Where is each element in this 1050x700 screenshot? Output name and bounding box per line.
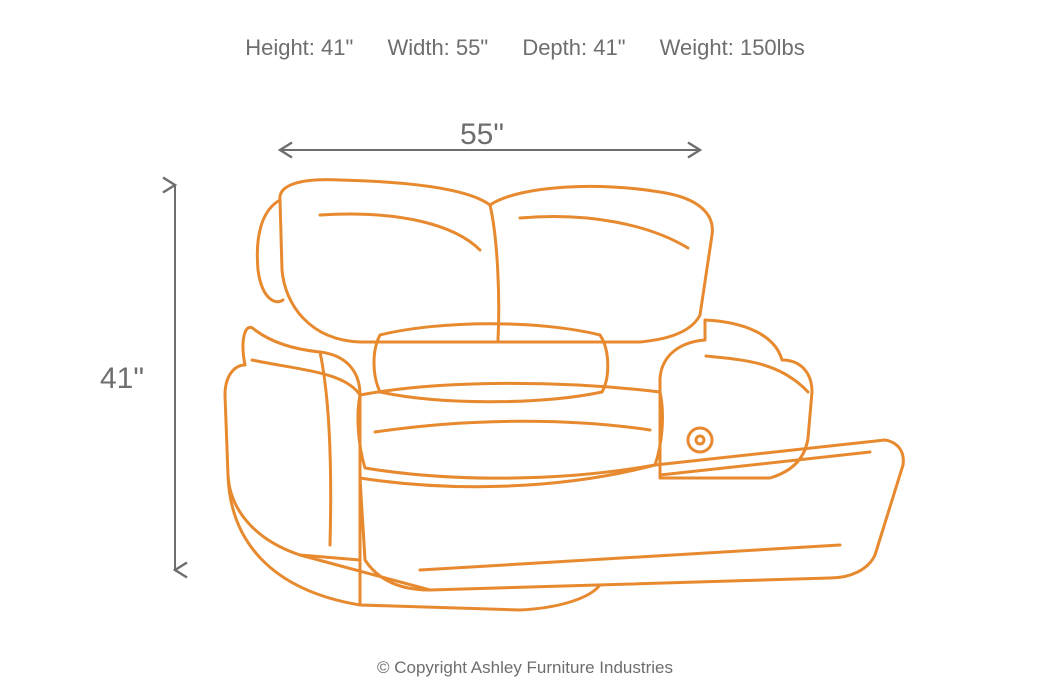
recliner-outline — [225, 180, 903, 610]
copyright-text: © Copyright Ashley Furniture Industries — [0, 658, 1050, 678]
diagram-svg — [0, 0, 1050, 700]
